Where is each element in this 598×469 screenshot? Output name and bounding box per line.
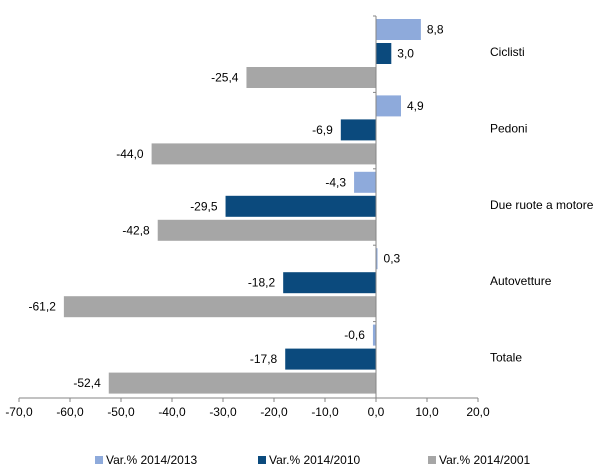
- bar-pedoni-series-3: [151, 143, 376, 165]
- x-tick-label-8: 10,0: [415, 405, 439, 419]
- bar-pedoni-series-2: [340, 119, 376, 141]
- x-tick-label-2: -50,0: [107, 405, 135, 419]
- legend-swatch-series-3: [428, 456, 436, 464]
- data-label-ciclisti-series-3: -25,4: [211, 71, 239, 85]
- x-tick-label-3: -40,0: [158, 405, 186, 419]
- bar-due-ruote-a-motore-series-3: [157, 219, 376, 241]
- data-label-autovetture-series-2: -18,2: [248, 276, 276, 290]
- category-label-totale: Totale: [490, 351, 522, 365]
- x-tick-label-4: -30,0: [209, 405, 237, 419]
- bars-group: [63, 19, 421, 394]
- legend-label-series-3: Var.% 2014/2001: [439, 453, 531, 467]
- bar-due-ruote-a-motore-series-1: [354, 171, 376, 193]
- bar-pedoni-series-1: [376, 95, 401, 117]
- data-label-autovetture-series-3: -61,2: [29, 300, 57, 314]
- data-label-due-ruote-a-motore-series-2: -29,5: [190, 199, 218, 213]
- x-tick-label-9: 20,0: [466, 405, 490, 419]
- legend-label-series-2: Var.% 2014/2010: [269, 453, 361, 467]
- category-label-pedoni: Pedoni: [490, 121, 527, 135]
- x-tick-label-7: 0,0: [368, 405, 385, 419]
- bar-totale-series-1: [372, 324, 376, 346]
- data-label-totale-series-2: -17,8: [250, 352, 278, 366]
- legend-swatch-series-1: [95, 456, 103, 464]
- x-tick-label-5: -20,0: [260, 405, 288, 419]
- data-label-autovetture-series-1: 0,3: [384, 252, 401, 266]
- axes-group: -70,0 -60,0 -50,0 -40,0 -30,0 -20,0 -10,0 0,0 10…: [5, 15, 490, 419]
- data-label-ciclisti-series-2: 3,0: [397, 47, 414, 61]
- data-label-due-ruote-a-motore-series-3: -42,8: [122, 223, 150, 237]
- bar-totale-series-2: [285, 348, 376, 370]
- legend: Var.% 2014/2013 Var.% 2014/2010 Var.% 2014…: [95, 453, 531, 467]
- data-label-totale-series-3: -52,4: [73, 376, 101, 390]
- bar-ciclisti-series-1: [376, 19, 421, 40]
- data-label-pedoni-series-1: 4,9: [407, 99, 424, 113]
- bar-ciclisti-series-2: [376, 43, 392, 64]
- data-label-pedoni-series-3: -44,0: [116, 147, 144, 161]
- bar-ciclisti-series-3: [246, 67, 376, 88]
- data-label-totale-series-1: -0,6: [344, 328, 365, 342]
- x-tick-label-0: -70,0: [5, 405, 33, 419]
- bar-autovetture-series-3: [63, 296, 376, 318]
- data-label-ciclisti-series-1: 8,8: [427, 23, 444, 37]
- legend-swatch-series-2: [258, 456, 266, 464]
- bar-totale-series-3: [108, 372, 376, 394]
- category-label-due-ruote-a-motore: Due ruote a motore: [490, 198, 594, 212]
- bar-due-ruote-a-motore-series-2: [225, 195, 376, 217]
- x-tick-label-6: -10,0: [311, 405, 339, 419]
- x-tick-label-1: -60,0: [56, 405, 84, 419]
- legend-label-series-1: Var.% 2014/2013: [106, 453, 198, 467]
- bar-autovetture-series-2: [283, 272, 376, 294]
- category-label-autovetture: Autovetture: [490, 274, 552, 288]
- category-label-ciclisti: Ciclisti: [490, 45, 525, 59]
- data-label-pedoni-series-2: -6,9: [312, 123, 333, 137]
- data-label-due-ruote-a-motore-series-1: -4,3: [325, 175, 346, 189]
- labels-group: 8,8 3,0 -25,4 Ciclisti 4,9 -6,9 -44,0 Pedoni -4,…: [29, 23, 594, 391]
- bar-autovetture-series-1: [376, 248, 378, 270]
